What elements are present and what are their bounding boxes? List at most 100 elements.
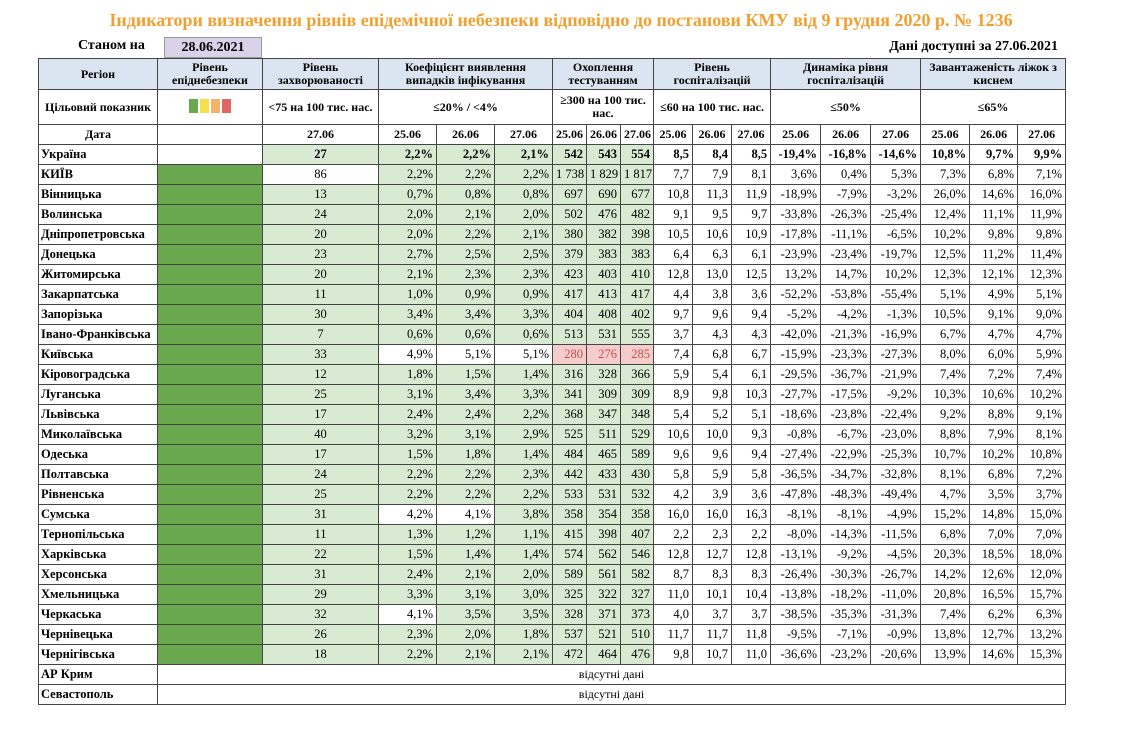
testing-value: 417 [619,284,655,305]
dynamics-value: -13,8% [770,584,822,605]
hosp-value: 6,7 [731,344,772,365]
level-cell [157,464,263,485]
hosp-value: 3,7 [692,604,733,625]
oxygen-value: 7,1% [1017,164,1067,185]
testing-value: 417 [552,284,587,305]
oxygen-value: 14,6% [969,184,1019,205]
testing-value: 316 [552,364,587,385]
coef-value: 2,9% [494,424,553,445]
dynamics-value: -8,1% [770,504,822,525]
oxygen-value: 14,6% [969,644,1019,665]
hosp-value: 11,7 [653,624,694,645]
oxygen-value: 7,2% [969,364,1019,385]
dynamics-value: 14,7% [820,264,872,285]
hosp-value: 13,0 [692,264,733,285]
hosp-value: 12,8 [653,264,694,285]
oxygen-value: 7,2% [1017,464,1067,485]
region-row: Рівненська 25 2,2% 2,2% 2,2% 533 531 532 4,2 3,9 3… [38,484,1067,505]
oxygen-value: 10,5% [920,304,971,325]
coef-value: 4,2% [378,504,437,525]
dynamics-value: -21,3% [820,324,872,345]
oxygen-value: 8,1% [920,464,971,485]
oxygen-value: 12,3% [920,264,971,285]
level-swatch [211,98,220,113]
testing-value: 348 [619,404,655,425]
testing-value: 430 [619,464,655,485]
region-name: Закарпатська [38,284,158,305]
dynamics-value: -6,5% [870,224,922,245]
level-cell [157,244,263,265]
dynamics-value: -22,4% [870,404,922,425]
hosp-value: 8,1 [731,164,772,185]
level-cell [157,324,263,345]
coef-value: 3,1% [436,584,495,605]
testing-value: 379 [552,244,587,265]
oxygen-value: 15,7% [1017,584,1067,605]
testing-value: 546 [619,544,655,565]
coef-value: 5,1% [436,344,495,365]
testing-value: 327 [619,584,655,605]
coef-value: 5,1% [494,344,553,365]
oxygen-value: 6,7% [920,324,971,345]
coef-value: 3,4% [436,304,495,325]
date: 25.06 [653,124,694,145]
region-row: Запорізька 30 3,4% 3,4% 3,3% 404 408 402 9,7 9,6 9… [38,304,1067,325]
oxygen-value: 6,8% [920,524,971,545]
level-cell [157,444,263,465]
target-value: ≤20% / <4% [378,89,553,125]
hosp-value: 9,8 [692,384,733,405]
oxygen-value: 4,7% [969,324,1019,345]
testing-value: 366 [619,364,655,385]
coef-value: 2,5% [494,244,553,265]
coef-value: 2,4% [378,564,437,585]
dynamics-value: -23,8% [820,404,872,425]
dynamics-value: -18,6% [770,404,822,425]
dynamics-value: -1,3% [870,304,922,325]
date: 27.06 [494,124,553,145]
empty-cell [157,124,263,145]
coef-value: 0,6% [378,324,437,345]
coef-value: 2,1% [494,224,553,245]
coef-value: 1,2% [436,524,495,545]
hosp-value: 12,7 [692,544,733,565]
oxygen-value: 15,0% [1017,504,1067,525]
coef-value: 2,2% [494,164,553,185]
region-name: Рівненська [38,484,158,505]
coef-value: 2,2% [494,484,553,505]
region-name: Кіровоградська [38,364,158,385]
oxygen-value: 12,6% [969,564,1019,585]
coef-value: 2,0% [494,564,553,585]
region-name: Вінницька [38,184,158,205]
region-row: Хмельницька 29 3,3% 3,1% 3,0% 325 322 327 11,0 10… [38,584,1067,605]
hosp-value: 8,7 [653,564,694,585]
oxygen-value: 14,8% [969,504,1019,525]
oxygen-value: 7,0% [969,524,1019,545]
dynamics-value: -20,6% [870,644,922,665]
as-of-date: 28.06.2021 [164,37,262,58]
coef-value: 4,1% [436,504,495,525]
oxygen-value: 9,8% [969,224,1019,245]
incidence: 12 [262,364,379,385]
region-name: Україна [38,144,158,165]
testing-value: 413 [586,284,621,305]
testing-value: 482 [619,204,655,225]
coef-value: 3,4% [378,304,437,325]
coef-value: 3,1% [378,384,437,405]
dynamics-value: -38,5% [770,604,822,625]
testing-value: 433 [586,464,621,485]
oxygen-value: 9,7% [969,144,1019,165]
region-name: Миколаївська [38,424,158,445]
testing-value: 383 [619,244,655,265]
oxygen-value: 9,0% [1017,304,1067,325]
hosp-value: 8,5 [731,144,772,165]
oxygen-value: 9,8% [1017,224,1067,245]
level-cell [157,424,263,445]
region-row: Львівська 17 2,4% 2,4% 2,2% 368 347 348 5,4 5,2 5,… [38,404,1067,425]
hosp-value: 16,0 [653,504,694,525]
oxygen-value: 6,0% [969,344,1019,365]
oxygen-value: 3,5% [969,484,1019,505]
hosp-value: 10,1 [692,584,733,605]
coef-value: 2,2% [378,484,437,505]
coef-value: 3,2% [378,424,437,445]
